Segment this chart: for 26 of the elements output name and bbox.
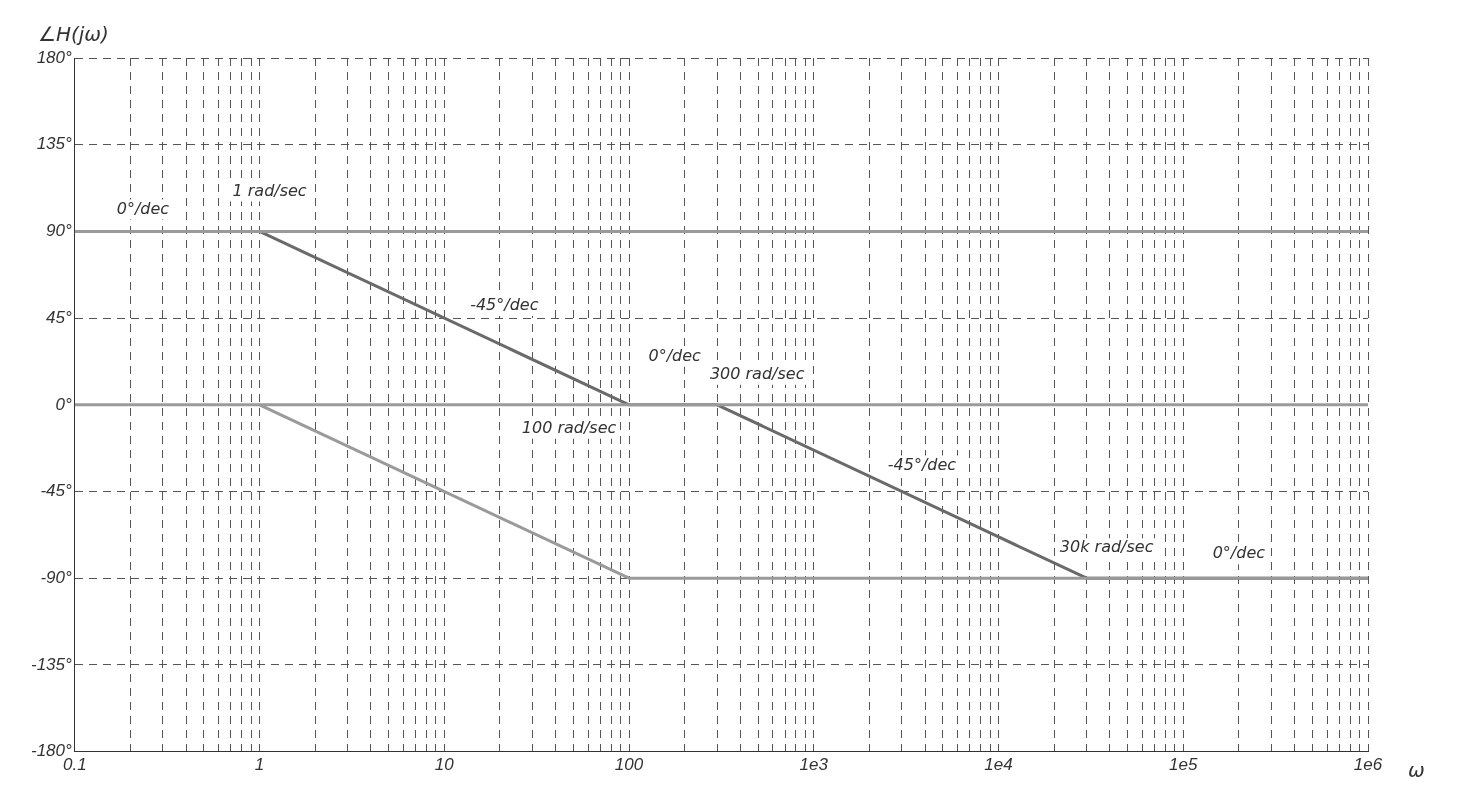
- y-tick-label: 90°: [46, 221, 73, 241]
- x-tick-label: 1e6: [1353, 754, 1383, 774]
- annotation: 0°/dec: [1212, 543, 1266, 563]
- x-tick-label: 1e4: [984, 754, 1013, 774]
- y-tick-label: -90°: [40, 567, 73, 587]
- y-tick-label: -135°: [31, 654, 73, 674]
- y-tick-label: -45°: [40, 481, 73, 501]
- y-tick-label: 0°: [55, 394, 73, 414]
- x-tick-label: 1e5: [1169, 754, 1198, 774]
- x-tick-label: 1: [254, 754, 265, 774]
- annotation: 0°/dec: [648, 345, 702, 365]
- annotation: -45°/dec: [470, 295, 539, 315]
- annotation: 0°/dec: [116, 198, 170, 218]
- annotation: 100 rad/sec: [521, 417, 617, 437]
- x-tick-label: 10: [434, 754, 455, 774]
- y-tick-label: 180°: [36, 47, 73, 67]
- x-tick-label: 1e3: [799, 754, 829, 774]
- y-tick-label: 45°: [46, 307, 73, 327]
- annotation: 300 rad/sec: [709, 363, 805, 383]
- annotation: -45°/dec: [887, 454, 957, 474]
- annotation: 30k rad/sec: [1059, 537, 1154, 557]
- x-axis-title: ω: [1408, 757, 1425, 782]
- y-tick-label: 135°: [36, 134, 73, 154]
- x-tick-label: 100: [614, 754, 644, 774]
- y-axis-title: ∠H(jω): [38, 22, 109, 47]
- annotation: 1 rad/sec: [232, 180, 307, 200]
